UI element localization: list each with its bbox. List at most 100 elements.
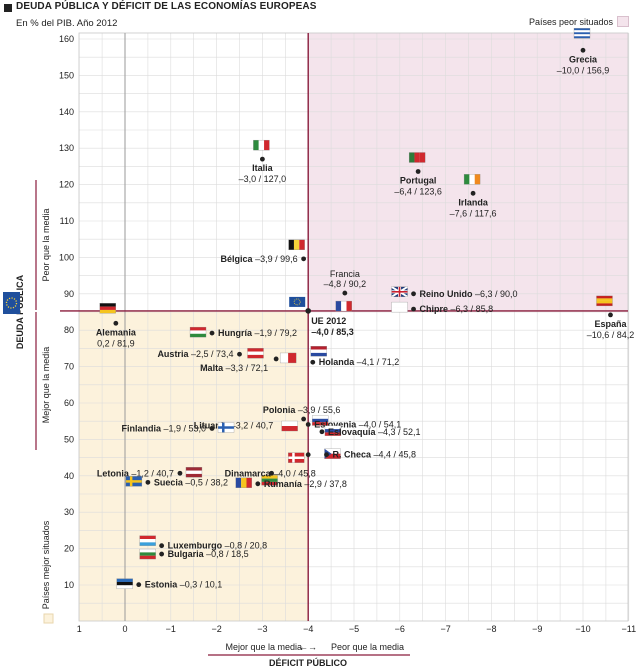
flag-dinamarca-icon [288, 452, 305, 463]
point-holanda: Holanda –4,1 / 71,2 [310, 346, 399, 367]
flag-eslovaquia-icon [324, 425, 342, 436]
point-luxemburgo: Luxemburgo –0,8 / 20,8 [139, 535, 268, 551]
data-dot [177, 470, 183, 476]
point-label: Eslovaquia –4,3 / 52,1 [328, 427, 421, 437]
x-annotation-left: Mejor que la media [225, 642, 302, 652]
data-dot [411, 291, 416, 297]
flag-alemania-icon [99, 303, 116, 314]
flag-chipre-icon [391, 301, 408, 313]
point-label: Rumanía –2,9 / 37,8 [264, 479, 347, 489]
point-label: Grecia [569, 54, 598, 64]
x-tick-label: −2 [211, 624, 221, 634]
data-dot [145, 479, 151, 485]
point-finlandia: Finlandia –1,9 / 53,0 [121, 422, 235, 433]
x-arrow: ←→ [299, 642, 317, 652]
point-portugal: Portugal–6,4 / 123,6 [394, 152, 442, 196]
data-dot [255, 481, 261, 487]
point-austria: Austria –2,5 / 73,4 [157, 348, 264, 359]
data-dot [310, 359, 316, 365]
data-dot [411, 306, 416, 312]
point-label: Bélgica –3,9 / 99,6 [221, 254, 298, 264]
chart-subtitle: En % del PIB. Año 2012 [16, 18, 118, 29]
eu-flag-icon [289, 296, 306, 307]
eu-value: –4,0 / 85,3 [311, 327, 354, 337]
y-tick-label: 140 [59, 107, 74, 117]
point-label: Estonia –0,3 / 10,1 [145, 580, 223, 590]
y-tick-label: 40 [64, 471, 74, 481]
flag-estonia-icon [116, 578, 133, 589]
point-label: Lituania –3,2 / 40,7 [194, 420, 274, 430]
point-dinamarca: Dinamarca –4,0 / 45,8 [225, 452, 316, 479]
eu-badge [3, 292, 20, 314]
point-label: Italia [252, 163, 274, 173]
flag-eslovenia-icon [312, 415, 329, 426]
flag-irlanda-icon [463, 174, 481, 185]
data-dot [342, 290, 348, 296]
point-lituania: Lituania –3,2 / 40,7 [194, 420, 278, 486]
y-tick-label: 30 [64, 507, 74, 517]
flag-hungr-a-icon [189, 326, 207, 338]
data-dot [324, 452, 329, 458]
y-tick-label: 150 [59, 70, 74, 80]
x-tick-label: 0 [122, 624, 127, 634]
data-dot [136, 582, 142, 588]
data-dot [580, 47, 586, 53]
point-letonia: Letonia –1,2 / 40,7 [97, 467, 203, 478]
plot-border [78, 32, 629, 622]
point-malta: Malta –3,3 / 72,1 [200, 352, 297, 373]
y-tick-label: 160 [59, 34, 74, 44]
x-tick-label: −6 [395, 624, 405, 634]
point-suecia: Suecia –0,5 / 38,2 [125, 476, 228, 487]
flag-ruman-a-icon [235, 477, 252, 488]
y-tick-label: 100 [59, 252, 74, 262]
data-dot [301, 256, 307, 262]
point-label: Luxemburgo –0,8 / 20,8 [168, 541, 268, 551]
point-label: Irlanda [458, 197, 489, 207]
worse-region [308, 33, 628, 311]
point-irlanda: Irlanda–7,6 / 117,6 [450, 174, 497, 218]
eu-label: UE 2012 [311, 316, 346, 326]
point-label: Holanda –4,1 / 71,2 [319, 357, 400, 367]
x-tick-label: −8 [486, 624, 496, 634]
y-annotation-top: Peor que la media [41, 208, 51, 281]
point-label: –3,0 / 127,0 [239, 174, 287, 184]
data-dot [301, 416, 307, 422]
data-dot [305, 452, 311, 458]
y-tick-label: 80 [64, 325, 74, 335]
data-dot [113, 320, 119, 326]
point-label: España [594, 319, 627, 329]
flag-lituania-icon [261, 475, 278, 486]
point-espa-a: España–10,6 / 84,2 [587, 295, 635, 340]
flag-bulgaria-icon [139, 548, 156, 560]
data-dot [608, 312, 613, 318]
eu-dot [305, 308, 312, 314]
point-label: –4,8 / 90,2 [324, 279, 367, 289]
data-dot [470, 190, 476, 196]
y-tick-label: 70 [64, 362, 74, 372]
point-estonia: Estonia –0,3 / 10,1 [116, 578, 223, 590]
point-italia: Italia–3,0 / 127,0 [239, 139, 287, 184]
flag-polonia-icon [281, 420, 298, 432]
flag-reino-unido-icon [391, 285, 409, 298]
data-dot [237, 351, 242, 357]
point-label: –7,6 / 117,6 [450, 208, 497, 218]
flag-luxemburgo-icon [139, 535, 156, 546]
grid [78, 33, 630, 621]
x-tick-label: −10 [575, 624, 590, 634]
y-axis-ticks: 10 20 30 40 50 60 70 80 90 100 110 120 130 140 150 160 [59, 34, 74, 590]
quadrant-better-label: Países mejor situados [41, 520, 51, 609]
y-tick-label: 120 [59, 180, 74, 190]
point-label: Portugal [400, 175, 437, 185]
point-label: Alemania [96, 327, 137, 337]
data-dot [273, 356, 279, 362]
chart-title: DEUDA PÚBLICA Y DÉFICIT DE LAS ECONOMÍAS… [16, 1, 317, 12]
flag-portugal-icon [408, 152, 426, 163]
point-label: Chipre –6,3 / 85,8 [420, 304, 494, 314]
point-label: –10,6 / 84,2 [587, 330, 635, 340]
x-tick-label: −7 [440, 624, 450, 634]
flag-austria-icon [247, 348, 264, 359]
y-tick-label: 130 [59, 143, 74, 153]
point-label: R. Checa –4,4 / 45,8 [333, 450, 417, 460]
x-tick-label: −9 [532, 624, 542, 634]
